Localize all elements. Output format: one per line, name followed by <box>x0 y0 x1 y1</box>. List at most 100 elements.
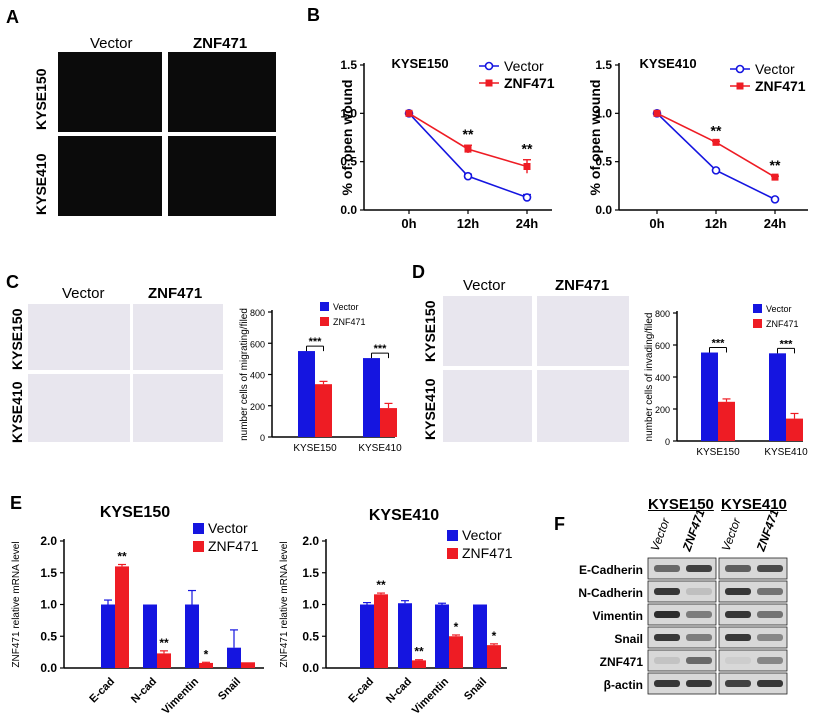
chart-d-ytick-label: 600 <box>655 341 670 351</box>
chart-e1-bar-vector <box>185 604 199 668</box>
chart-c-bar-znf471 <box>380 408 397 437</box>
chart-b1-point-znf471 <box>523 163 531 170</box>
f-blot-strip <box>647 557 717 580</box>
f-band <box>757 680 783 687</box>
f-protein-label: Vimentin <box>593 609 643 623</box>
f-band <box>725 565 751 572</box>
chart-c-xtick-label: KYSE410 <box>358 443 402 454</box>
chart-b1-point-vector <box>522 193 532 202</box>
chart-b1-ytick-label: 1.5 <box>340 58 357 72</box>
chart-e2-bar-znf471 <box>374 594 388 668</box>
c-col-label-vector: Vector <box>62 285 105 302</box>
d-image-kyse410-znf471 <box>537 370 629 442</box>
chart-b2-significance: ** <box>711 122 722 138</box>
panel-letter-c: C <box>6 272 19 292</box>
chart-b1-title: KYSE150 <box>391 56 448 71</box>
panel-letter-a: A <box>6 7 19 27</box>
chart-e1-xtick-label: Vimentin <box>160 675 201 716</box>
chart-e1-legend-label-vector: Vector <box>208 520 248 536</box>
chart-c-bar-vector <box>298 351 315 437</box>
chart-d-xtick-label: KYSE410 <box>764 447 808 458</box>
chart-c-xtick-label: KYSE150 <box>293 443 337 454</box>
chart-b2-ytick-label: 1.0 <box>595 106 612 120</box>
chart-b2-ylabel: % of open wound <box>587 80 603 196</box>
f-blot-strip <box>718 649 788 672</box>
chart-d-significance: *** <box>780 338 794 350</box>
d-image-kyse150-znf471 <box>537 296 629 366</box>
chart-b2-point-vector <box>711 166 721 175</box>
chart-e1-title: KYSE150 <box>100 504 170 521</box>
chart-b1-ylabel: % of open wound <box>339 80 355 196</box>
chart-b2-legend-marker-znf471 <box>736 82 744 90</box>
f-lane-label: ZNF471 <box>679 507 707 554</box>
chart-b1-point-znf471 <box>405 109 413 117</box>
chart-b2-legend-marker-vector <box>735 64 745 74</box>
f-blot-strip <box>647 603 717 626</box>
chart-e1-significance: * <box>204 647 209 661</box>
chart-e2-significance: ** <box>414 645 424 659</box>
f-band <box>654 634 680 641</box>
chart-e1-ytick-label: 2.0 <box>40 534 57 548</box>
chart-e2-bar-znf471 <box>412 660 426 668</box>
chart-e2-bar-vector <box>473 604 487 668</box>
chart-e2-ylabel: ZNF471 relative mRNA level <box>279 541 290 667</box>
f-blot-strip <box>647 649 717 672</box>
f-band <box>686 657 712 664</box>
c-image-kyse150-vector <box>28 304 130 370</box>
chart-b1-legend-label-znf471: ZNF471 <box>504 75 555 91</box>
a-col-label-znf471: ZNF471 <box>193 35 248 52</box>
panel-letter-d: D <box>412 262 425 282</box>
chart-e2-ytick-label: 1.0 <box>302 598 319 612</box>
f-lane-label: Vector <box>648 515 673 553</box>
chart-e1-ytick-label: 0.0 <box>40 661 57 675</box>
f-cellline-kyse150: KYSE150 <box>648 496 714 513</box>
chart-c-significance: *** <box>309 336 323 348</box>
chart-b1-point-znf471 <box>464 145 472 153</box>
chart-e2-significance: * <box>492 629 497 643</box>
chart-e1-bar-vector <box>143 604 157 668</box>
f-band <box>725 611 751 618</box>
f-protein-label: N-Cadherin <box>578 586 643 600</box>
chart-b2-significance: ** <box>770 157 781 173</box>
f-band <box>725 634 751 641</box>
chart-e1-legend-label-znf471: ZNF471 <box>208 538 259 554</box>
chart-e2-legend-swatch-znf471 <box>447 548 458 559</box>
f-band <box>686 680 712 687</box>
chart-e2-significance: * <box>454 620 459 634</box>
c-image-kyse410-znf471 <box>133 374 223 442</box>
chart-c-legend-swatch-vector <box>320 302 329 311</box>
chart-e2-xtick-label: N-cad <box>384 676 414 706</box>
chart-e2-significance: ** <box>376 578 386 592</box>
chart-b1-xtick-label: 0h <box>401 216 416 231</box>
f-lane-label: Vector <box>719 515 744 553</box>
chart-e2-xtick-label: Snail <box>462 676 489 703</box>
chart-c-legend-swatch-znf471 <box>320 317 329 326</box>
chart-c-legend-label-znf471: ZNF471 <box>333 317 366 327</box>
f-cellline-kyse410: KYSE410 <box>721 496 787 513</box>
chart-d-bar-vector <box>701 352 718 441</box>
f-band <box>725 680 751 687</box>
f-band <box>725 657 751 664</box>
chart-e2-legend-swatch-vector <box>447 530 458 541</box>
a-col-label-vector: Vector <box>90 35 133 52</box>
chart-e2-bar-znf471 <box>449 636 463 668</box>
chart-b2-point-znf471 <box>712 138 720 146</box>
chart-b1-significance: ** <box>463 126 474 142</box>
chart-e2-ytick-label: 0.5 <box>302 629 319 643</box>
f-band <box>757 657 783 664</box>
a-image-kyse150-znf471 <box>168 52 276 132</box>
chart-e2-title: KYSE410 <box>369 507 439 524</box>
chart-e2-ytick-label: 2.0 <box>302 534 319 548</box>
chart-e1-bar-znf471 <box>199 662 213 668</box>
f-blot-strip <box>718 557 788 580</box>
chart-b2-xtick-label: 0h <box>649 216 664 231</box>
f-band <box>757 611 783 618</box>
chart-e2-legend-label-vector: Vector <box>462 527 502 543</box>
chart-b1-legend-marker-znf471 <box>485 79 493 87</box>
chart-c-ytick-label: 400 <box>250 371 265 381</box>
f-band <box>654 588 680 595</box>
f-band <box>654 565 680 572</box>
f-band <box>725 588 751 595</box>
f-band <box>757 634 783 641</box>
